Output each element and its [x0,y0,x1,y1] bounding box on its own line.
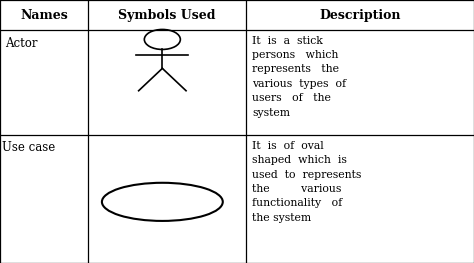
Text: It  is  of  oval
shaped  which  is
used  to  represents
the         various
func: It is of oval shaped which is used to re… [252,141,362,223]
Text: Description: Description [319,9,401,22]
Text: Symbols Used: Symbols Used [118,9,216,22]
Text: Use case: Use case [2,141,55,154]
Text: Names: Names [20,9,68,22]
Text: It  is  a  stick
persons   which
represents   the
various  types  of
users   of : It is a stick persons which represents t… [252,36,346,118]
Text: Actor: Actor [5,37,37,50]
